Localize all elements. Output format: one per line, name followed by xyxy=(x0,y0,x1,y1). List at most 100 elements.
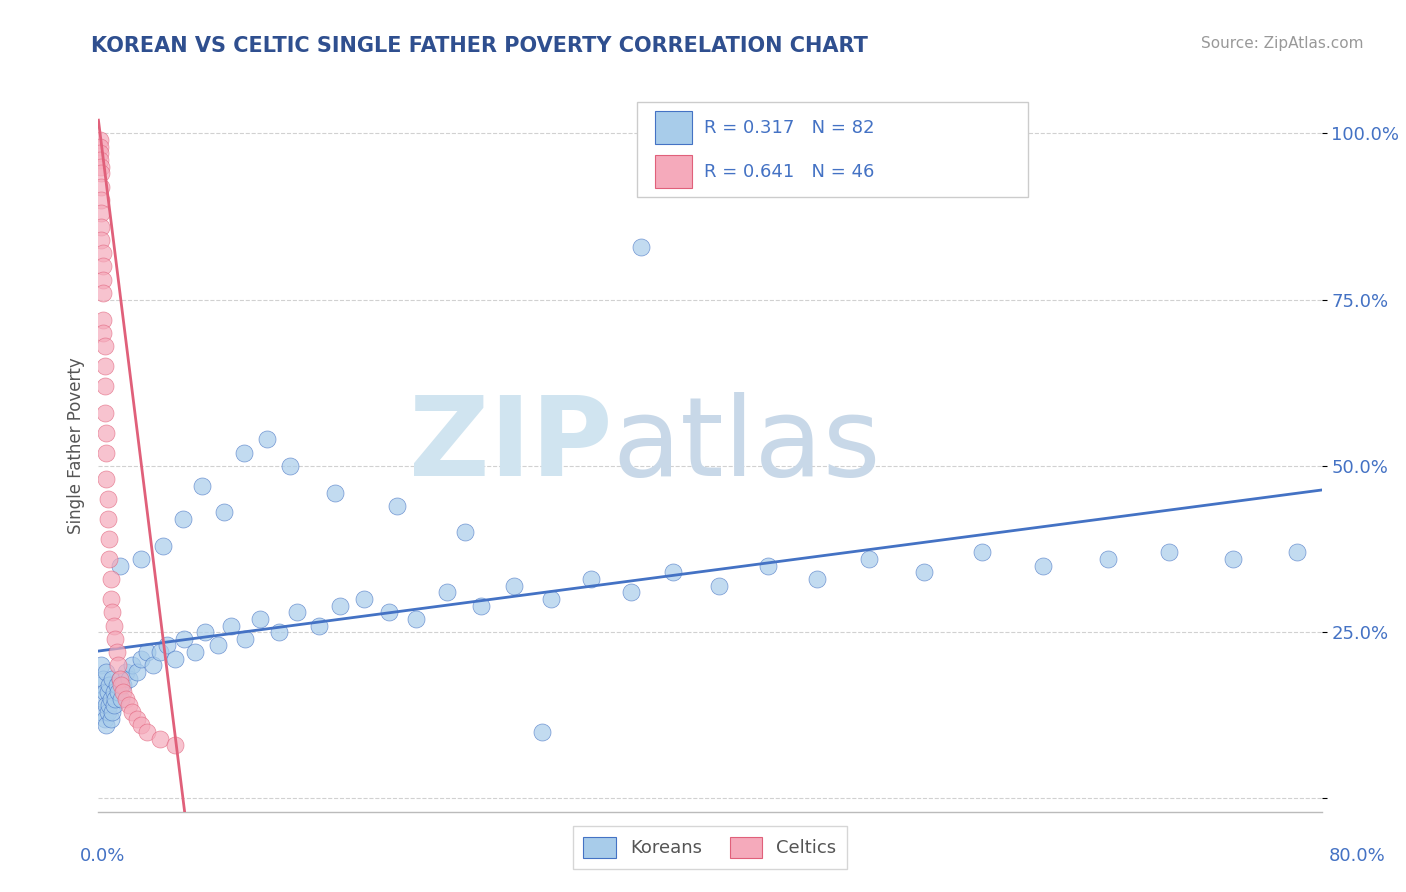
Point xyxy=(91,246,114,260)
Point xyxy=(94,472,117,486)
Point xyxy=(152,539,174,553)
Point xyxy=(125,712,148,726)
Point xyxy=(101,672,124,686)
Point xyxy=(91,326,114,340)
Point xyxy=(756,558,779,573)
Point xyxy=(405,612,427,626)
Point xyxy=(97,685,120,699)
Point xyxy=(107,658,129,673)
Point xyxy=(530,725,553,739)
Point xyxy=(94,445,117,459)
Point xyxy=(93,685,115,699)
Point xyxy=(89,146,111,161)
FancyBboxPatch shape xyxy=(655,155,692,188)
Point xyxy=(503,579,526,593)
Text: 80.0%: 80.0% xyxy=(1329,847,1385,865)
Point xyxy=(91,273,114,287)
Point xyxy=(194,625,217,640)
Point xyxy=(97,512,120,526)
Point xyxy=(1097,552,1119,566)
Point xyxy=(115,691,138,706)
Point xyxy=(184,645,207,659)
Text: KOREAN VS CELTIC SINGLE FATHER POVERTY CORRELATION CHART: KOREAN VS CELTIC SINGLE FATHER POVERTY C… xyxy=(91,36,869,55)
Point xyxy=(173,632,195,646)
Point xyxy=(93,712,115,726)
Point xyxy=(470,599,492,613)
Point xyxy=(104,691,127,706)
Point xyxy=(89,153,111,167)
Text: ZIP: ZIP xyxy=(409,392,612,500)
Point xyxy=(91,691,114,706)
Point xyxy=(93,406,115,420)
Point xyxy=(1032,558,1054,573)
Point xyxy=(90,193,112,207)
Point xyxy=(97,492,120,507)
Point xyxy=(1286,545,1309,559)
Point xyxy=(115,665,138,679)
Point xyxy=(436,585,458,599)
Point xyxy=(378,605,401,619)
Point xyxy=(98,552,121,566)
Point xyxy=(308,618,330,632)
Point xyxy=(121,658,143,673)
Point xyxy=(93,339,115,353)
Point xyxy=(149,645,172,659)
Point xyxy=(89,678,111,692)
Point xyxy=(107,685,129,699)
Point xyxy=(100,591,122,606)
Point xyxy=(103,685,125,699)
Point xyxy=(1157,545,1180,559)
Point xyxy=(94,698,117,713)
Point xyxy=(91,260,114,274)
Point xyxy=(111,678,134,692)
FancyBboxPatch shape xyxy=(637,103,1028,197)
Point xyxy=(111,685,134,699)
Legend: Koreans, Celtics: Koreans, Celtics xyxy=(572,826,848,869)
Point xyxy=(103,698,125,713)
Point xyxy=(172,512,194,526)
Point xyxy=(89,133,111,147)
Point xyxy=(232,445,254,459)
Point xyxy=(249,612,271,626)
Point xyxy=(110,678,132,692)
Point xyxy=(278,458,301,473)
Point xyxy=(98,698,121,713)
Point xyxy=(90,206,112,220)
Point xyxy=(90,705,112,719)
Point xyxy=(454,525,477,540)
Point xyxy=(108,672,131,686)
Point xyxy=(212,506,235,520)
Point xyxy=(156,639,179,653)
Point xyxy=(103,618,125,632)
Point xyxy=(101,605,124,619)
Point xyxy=(329,599,352,613)
Point xyxy=(91,312,114,326)
Text: 0.0%: 0.0% xyxy=(80,847,125,865)
Point xyxy=(101,705,124,719)
Point xyxy=(806,572,828,586)
Point xyxy=(353,591,375,606)
Point xyxy=(94,718,117,732)
Point xyxy=(267,625,290,640)
Point xyxy=(662,566,685,580)
Point xyxy=(579,572,602,586)
Point xyxy=(1222,552,1244,566)
Point xyxy=(89,140,111,154)
Point xyxy=(97,705,120,719)
Point xyxy=(90,179,112,194)
Point xyxy=(98,678,121,692)
Point xyxy=(129,718,152,732)
Point xyxy=(136,725,159,739)
Point xyxy=(94,425,117,440)
Point xyxy=(142,658,165,673)
Point xyxy=(98,532,121,546)
Point xyxy=(709,579,731,593)
Y-axis label: Single Father Poverty: Single Father Poverty xyxy=(66,358,84,534)
Point xyxy=(912,566,935,580)
Point xyxy=(129,652,152,666)
Point xyxy=(972,545,994,559)
Point xyxy=(630,239,652,253)
Point xyxy=(100,712,122,726)
Point xyxy=(100,572,122,586)
Point xyxy=(221,618,243,632)
